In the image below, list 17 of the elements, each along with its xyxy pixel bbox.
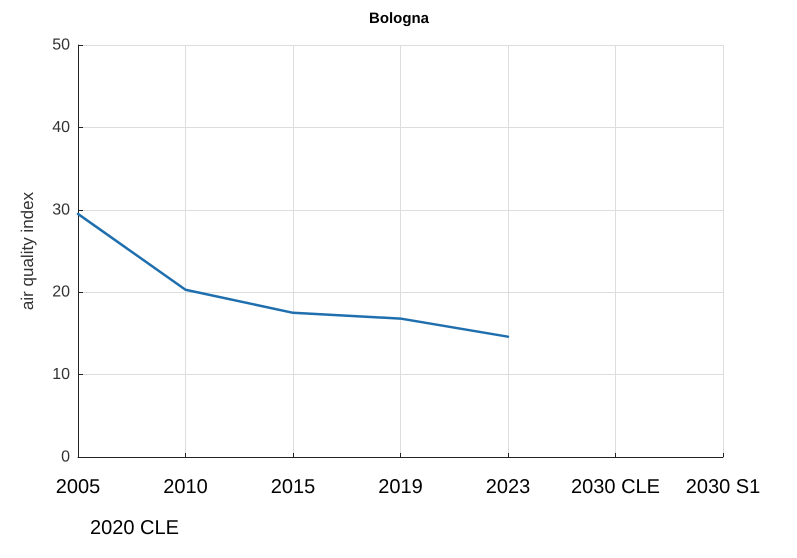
x-tick-label: 2010 [163, 476, 208, 498]
y-tick-label: 50 [52, 36, 70, 54]
y-axis-title: air quality index [18, 191, 37, 310]
text: 2020 CLE [90, 517, 179, 539]
x-tick-label: 2023 [486, 476, 530, 498]
x-tick-label: 2030 CLE [571, 476, 660, 498]
x-tick-label: 2015 [270, 476, 316, 498]
line-series [76, 212, 510, 338]
y-tick-label: 10 [52, 366, 70, 384]
y-tick-label: 0 [61, 448, 70, 466]
x-tick-label: 2005 [56, 476, 100, 498]
chart-title: Bologna [369, 10, 430, 27]
x-tick-label: 2019 [378, 476, 423, 498]
y-tick-label: 20 [52, 284, 70, 301]
y-tick-label: 30 [52, 201, 70, 218]
y-tick-label: 40 [52, 118, 70, 136]
x-tick-label: 2030 S1 [686, 476, 760, 498]
